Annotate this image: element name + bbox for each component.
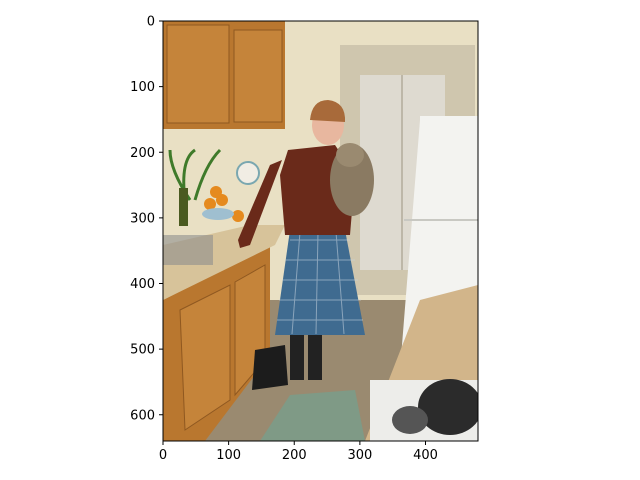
y-tick-label: 500 (130, 343, 155, 358)
y-tick-label: 300 (130, 211, 155, 226)
y-tick-label: 200 (130, 146, 155, 161)
y-tick-label: 600 (130, 408, 155, 423)
x-tick-label: 100 (216, 448, 241, 463)
y-tick-label: 100 (130, 80, 155, 95)
x-axis: 0 100 200 300 400 (159, 441, 438, 463)
x-tick-label: 0 (159, 448, 167, 463)
photo-kitchen-woman-with-cat (163, 21, 478, 441)
y-tick-label: 400 (130, 277, 155, 292)
y-tick-label: 0 (147, 15, 155, 30)
x-tick-label: 300 (347, 448, 372, 463)
x-tick-label: 200 (282, 448, 307, 463)
axes-frame (162, 20, 479, 442)
x-tick-label: 400 (413, 448, 438, 463)
y-axis: 0 100 200 300 400 500 600 (130, 15, 163, 423)
